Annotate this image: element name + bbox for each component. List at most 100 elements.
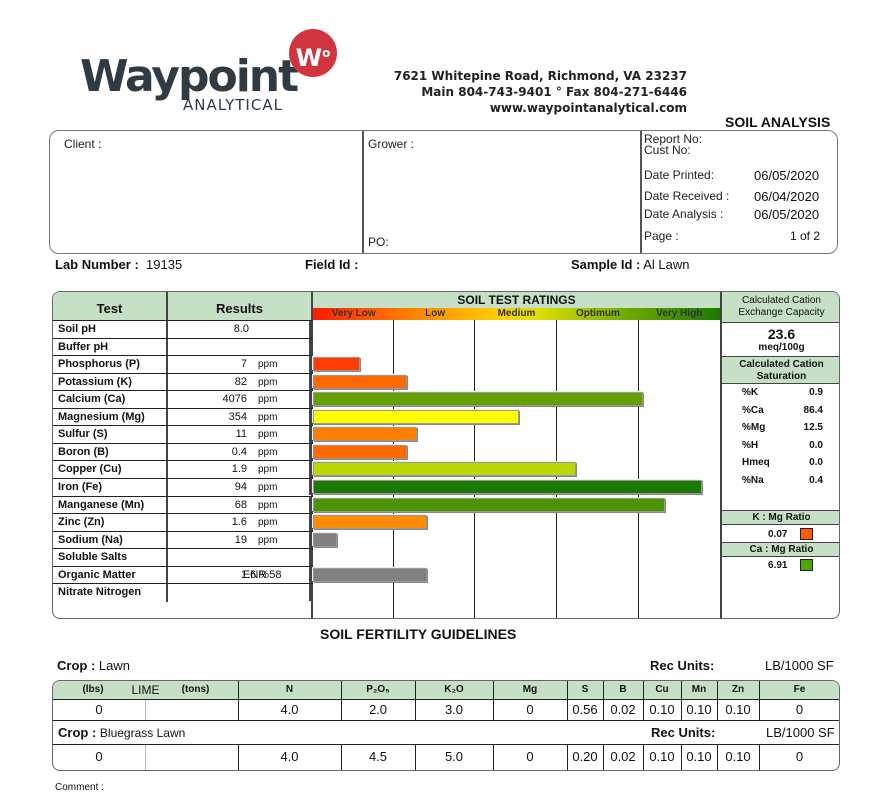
fertility-cell: 4.5 [368,749,388,764]
fertility-cell: 0.10 [649,702,675,717]
ca-mg-ratio-header: Ca : Mg Ratio [722,542,839,557]
fertility-cell: 0 [795,702,804,717]
test-result: 94 ppm [168,478,311,496]
date-received-value: 06/04/2020 [754,189,820,204]
fertility-cell: 0 [526,749,534,764]
cation-saturation-item: %H 0.0 [742,439,823,451]
test-result: 11 ppm [168,426,311,443]
rec-units-1: Rec Units: LB/1000 SF [650,658,834,673]
ca-mg-ratio: 6.91 [722,558,839,573]
scale-medium: Medium [497,308,536,319]
ca-mg-status-icon [800,559,813,571]
logo-badge-icon: Wo [289,29,337,77]
info-box: Client : Grower : PO: Report No: Cust No… [49,130,838,254]
table-row: Phosphorus (P) 7 ppm [53,355,313,374]
test-name: Phosphorus (P) [53,356,168,374]
fertility-cell: 0 [526,702,534,717]
b-header: B [619,684,627,695]
table-row: Magnesium (Mg) 354 ppm [53,407,313,427]
table-row: Soluble Salts [53,548,313,567]
test-name: Boron (B) [53,443,168,462]
scale-very-high: Very High [656,308,703,319]
rating-bar [313,532,338,547]
rating-bar [313,462,576,477]
test-name: Sulfur (S) [53,426,168,444]
lab-number: Lab Number : 19135 [55,257,183,272]
test-result: 82 ppm [168,373,311,391]
fertility-cell: 3.0 [444,702,464,717]
soil-test-table: Test Results SOIL TEST RATINGS Very Low … [52,291,840,619]
grower-label: Grower : [368,137,415,151]
table-row: Potassium (K) 82 ppm [53,372,313,392]
cation-saturation-item: Hmeq 0.0 [742,457,823,468]
fertility-cell: 0 [95,749,103,764]
rating-bar [313,374,407,389]
fertility-cell: 0.02 [610,702,636,717]
test-name: Manganese (Mn) [53,496,168,515]
cation-saturation-item: %Na 0.4 [742,474,823,486]
test-name: Copper (Cu) [53,461,168,479]
cec-header: Calculated Cation Exchange Capacity [722,292,839,322]
rating-bar [313,357,360,372]
website-link[interactable]: www.waypointanalytical.com [489,101,687,115]
cation-saturation-item: %Ca 86.4 [742,404,823,416]
test-name: Soluble Salts [53,549,168,567]
comment-label: Comment : [55,782,104,793]
fertility-cell: 4.0 [280,749,299,764]
logo-wordmark: Waypoint [80,51,299,102]
crop-1-label: Crop : Lawn [57,658,130,673]
table-row: Manganese (Mn) 68 ppm [53,495,313,515]
mg-header: Mg [522,684,538,695]
fertility-cell: 4.0 [280,702,299,717]
fertility-cell: 0 [795,749,804,764]
test-name: Calcium (Ca) [53,391,168,409]
table-row: Copper (Cu) 1.9 ppm [53,460,313,479]
fertility-cell: 0.20 [572,749,598,764]
test-name: Organic Matter [53,566,168,585]
fertility-cell: 0.10 [725,749,751,764]
cation-saturation-item: %Mg 12.5 [742,422,823,433]
test-name: Potassium (K) [53,373,168,392]
cation-sat-header: Calculated Cation Saturation [722,356,839,384]
table-row: Nitrate Nitrogen [53,583,313,602]
table-row: Organic Matter 1.6 % ENR 58 [53,565,313,585]
k-mg-ratio: 0.07 [722,527,839,542]
company-address: 7621 Whitepine Road, Richmond, VA 23237 … [394,68,687,116]
fertility-cell: 0.10 [686,749,712,764]
fertility-cell: 5.0 [444,749,464,764]
page-label: Page : [644,229,679,243]
table-row: Sodium (Na) 19 ppm [53,530,313,550]
fertility-cell: 0.56 [572,702,598,717]
test-result [168,549,311,566]
test-result: 68 ppm [168,496,311,513]
scale-optimum: Optimum [575,308,620,319]
rating-bar [313,444,407,459]
sample-id: Sample Id : Al Lawn [571,257,690,272]
test-name: Zinc (Zn) [53,514,168,532]
date-received-label: Date Received : [644,189,730,203]
fertility-cell: 0.10 [649,749,675,764]
cust-no-label: Cust No: [644,143,691,157]
test-name: Iron (Fe) [53,478,168,497]
cu-header: Cu [655,684,669,695]
zn-header: Zn [731,684,745,695]
test-name: Sodium (Na) [53,531,168,550]
rating-bar [313,427,417,442]
test-name: Nitrate Nitrogen [53,584,168,602]
cec-unit: meq/100g [758,342,805,353]
report-no-label: Report No: [644,132,703,146]
page-value: 1 of 2 [790,229,821,243]
test-result: 7 ppm [168,356,311,373]
results-header: Results [168,292,313,320]
fertility-cell: 0.02 [610,749,636,764]
s-header: S [581,684,589,695]
k-mg-status-icon [800,528,813,540]
test-name: Soil pH [53,321,168,339]
crop-2-label: Crop : Bluegrass Lawn [58,725,186,740]
cec-value: 23.6 [722,322,839,342]
test-name: Magnesium (Mg) [53,408,168,427]
date-printed-label: Date Printed: [644,168,715,182]
p2o5-header: P₂O₅ [366,684,390,695]
date-printed-value: 06/05/2020 [754,168,820,183]
report-title: SOIL ANALYSIS [725,114,831,130]
